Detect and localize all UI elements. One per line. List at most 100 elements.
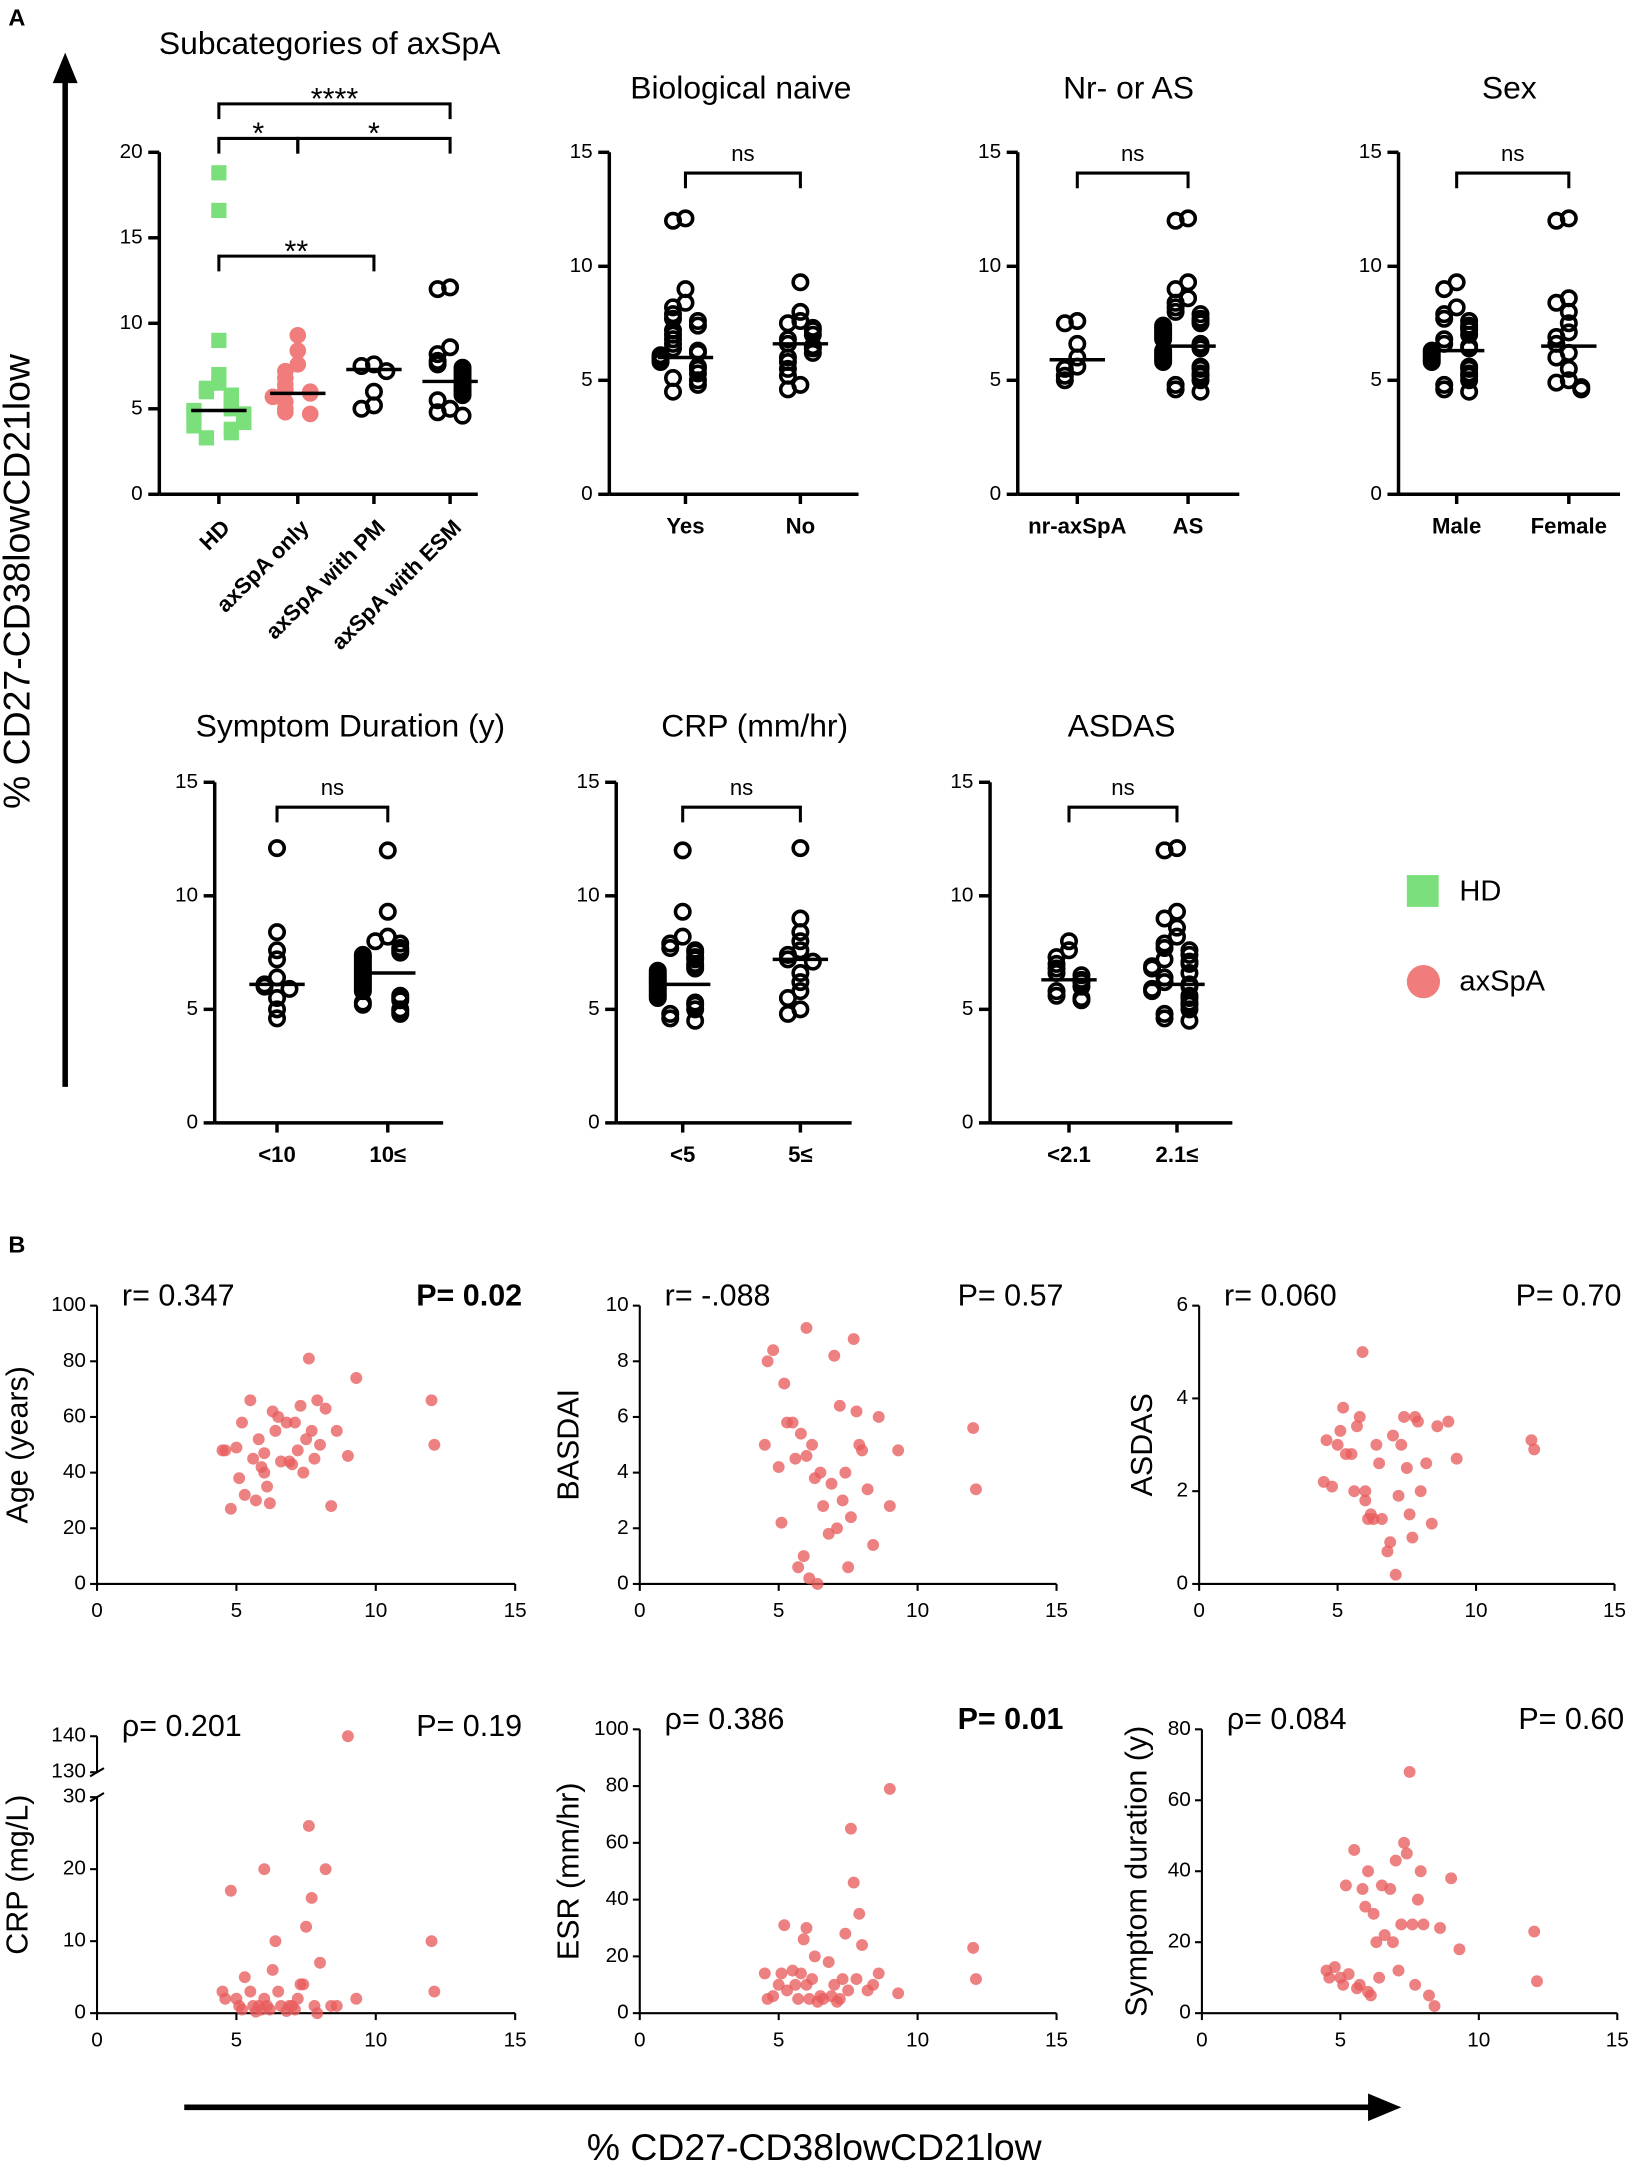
data-point	[1384, 1536, 1397, 1549]
y-tick-label: 0	[581, 482, 593, 505]
y-axis-label: CRP (mg/L)	[1, 1795, 35, 1955]
data-point	[453, 406, 472, 425]
y-tick-label: 0	[1370, 482, 1382, 505]
data-point	[1345, 1448, 1358, 1461]
y-tick-label: 100	[594, 1717, 629, 1740]
data-point	[297, 1978, 310, 1991]
x-tick-label: axSpA with ESM	[326, 515, 466, 655]
data-point	[428, 403, 447, 422]
data-point	[186, 418, 202, 434]
data-point	[817, 1500, 830, 1512]
data-point	[825, 1477, 838, 1490]
significance-label: *	[252, 117, 264, 151]
data-point	[791, 964, 810, 983]
data-point	[1167, 918, 1186, 937]
data-point	[789, 1978, 802, 1991]
data-point	[1381, 1545, 1394, 1558]
correlation-label: ρ= 0.084	[1227, 1702, 1347, 1736]
x-tick-label: 15	[1606, 2028, 1629, 2051]
data-point	[791, 273, 810, 292]
correlation-label: r= -.088	[665, 1278, 771, 1312]
y-tick-label: 2	[617, 1516, 629, 1539]
data-point	[269, 1935, 282, 1948]
data-point	[844, 1511, 857, 1524]
data-point	[1398, 1836, 1411, 1849]
x-tick-label: 10	[1467, 2028, 1490, 2051]
data-point	[1180, 1011, 1199, 1030]
data-point	[1191, 382, 1210, 401]
data-point	[289, 326, 307, 344]
data-point	[1166, 380, 1185, 399]
data-point	[1460, 382, 1479, 401]
data-point	[970, 1483, 982, 1496]
data-point	[268, 950, 287, 969]
data-point	[319, 1863, 332, 1876]
data-point	[341, 1730, 354, 1743]
data-point	[291, 1992, 304, 2005]
data-point	[778, 1377, 791, 1390]
data-point	[1420, 1457, 1433, 1470]
y-tick-label: 15	[577, 770, 600, 793]
y-tick-label: 20	[606, 1944, 629, 1967]
significance-label: ****	[311, 82, 359, 116]
y-tick-label: 0	[962, 1110, 974, 1133]
data-point	[688, 364, 707, 383]
data-point	[673, 902, 692, 921]
data-point	[314, 1438, 326, 1451]
data-point	[1143, 959, 1162, 978]
data-point	[294, 1399, 307, 1412]
data-point	[892, 1444, 905, 1457]
data-point	[268, 923, 287, 942]
data-point	[275, 1455, 287, 1468]
y-tick-label: 0	[1177, 1571, 1189, 1594]
legend-label: HD	[1459, 876, 1501, 908]
y-tick-label: 15	[570, 140, 593, 163]
data-point	[1055, 371, 1074, 390]
data-point	[261, 1480, 274, 1493]
x-tick-label: 15	[1603, 1599, 1626, 1622]
data-point	[791, 932, 810, 951]
data-point	[1460, 371, 1479, 390]
data-point	[1423, 1989, 1435, 2002]
data-point	[791, 302, 810, 321]
data-point	[661, 939, 680, 958]
data-point	[236, 414, 252, 431]
data-point	[1389, 1568, 1402, 1581]
data-point	[1072, 991, 1091, 1010]
data-point	[867, 1978, 880, 1991]
y-tick-label: 10	[175, 883, 198, 906]
data-point	[391, 943, 410, 962]
data-point	[1400, 1462, 1413, 1474]
data-point	[300, 1433, 313, 1446]
data-point	[781, 1984, 793, 1997]
data-point	[1414, 1865, 1427, 1878]
y-tick-label: 5	[990, 368, 1002, 391]
y-tick-label: 0	[617, 2001, 629, 2024]
data-point	[1362, 1865, 1375, 1878]
y-tick-label: 5	[588, 997, 600, 1020]
y-tick-label: 0	[74, 2001, 86, 2024]
data-point	[778, 1919, 791, 1932]
data-point	[1155, 909, 1174, 928]
data-point	[1342, 1968, 1355, 1981]
data-point	[761, 1993, 774, 2005]
data-point	[249, 1494, 262, 1507]
data-point	[366, 932, 385, 951]
data-point	[211, 202, 227, 219]
data-point	[425, 1935, 438, 1948]
data-point	[350, 1992, 363, 2005]
data-point	[789, 1452, 802, 1465]
data-point	[244, 1394, 257, 1407]
data-point	[255, 977, 274, 996]
y-tick-label: 8	[617, 1349, 629, 1372]
chart-title: Nr- or AS	[1063, 69, 1194, 105]
y-axis-label: ASDAS	[1125, 1393, 1159, 1496]
data-point	[761, 1355, 774, 1368]
data-point	[1359, 1485, 1372, 1498]
data-point	[1400, 1847, 1413, 1860]
x-tick-label: 5≤	[788, 1142, 812, 1167]
data-point	[686, 1011, 705, 1030]
y-tick-label: 4	[1177, 1386, 1189, 1409]
data-point	[1326, 1480, 1339, 1493]
y-tick-label: 10	[120, 311, 143, 334]
